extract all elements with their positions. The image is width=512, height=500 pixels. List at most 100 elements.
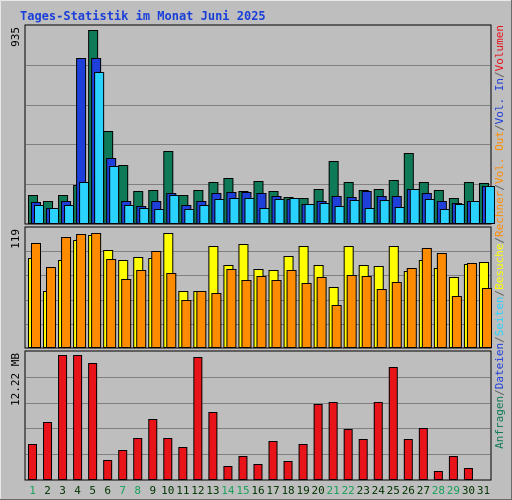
bar-requests-seiten-day-20 <box>319 203 330 224</box>
x-tick-label-day-13: 13 <box>206 484 219 497</box>
bar-requests-seiten-day-24 <box>379 200 390 224</box>
bar-visits-rechner-day-14 <box>226 269 237 348</box>
bar-volume-volumen-day-30 <box>463 468 473 480</box>
chart-title: Tages-Statistik im Monat Juni 2025 <box>20 9 266 23</box>
bar-visits-rechner-day-3 <box>61 237 72 348</box>
x-tick-label-day-2: 2 <box>44 484 51 497</box>
bar-visits-rechner-day-11 <box>181 300 192 348</box>
bar-volume-volumen-day-6 <box>103 460 113 480</box>
bar-visits-rechner-day-12 <box>196 291 207 348</box>
bar-volume-volumen-day-23 <box>358 439 368 480</box>
bar-visits-rechner-day-28 <box>436 253 447 348</box>
x-tick-label-day-15: 15 <box>236 484 249 497</box>
bar-requests-seiten-day-6 <box>109 166 120 224</box>
bar-visits-rechner-day-13 <box>211 293 222 348</box>
bar-volume-volumen-day-17 <box>268 441 278 480</box>
bar-volume-volumen-day-11 <box>178 447 188 480</box>
bar-volume-volumen-day-9 <box>148 419 158 480</box>
bar-volume-volumen-day-24 <box>373 402 383 480</box>
bar-visits-rechner-day-9 <box>151 251 162 348</box>
bar-volume-volumen-day-1 <box>28 444 37 480</box>
x-tick-label-day-4: 4 <box>74 484 81 497</box>
bar-volume-volumen-day-20 <box>313 404 323 480</box>
x-tick-label-day-22: 22 <box>342 484 355 497</box>
bar-visits-rechner-day-2 <box>46 267 57 348</box>
bar-visits-rechner-day-23 <box>361 276 372 348</box>
bar-requests-seiten-day-13 <box>214 199 225 224</box>
bar-volume-volumen-day-15 <box>238 456 248 480</box>
bar-visits-rechner-day-29 <box>451 296 462 348</box>
bar-volume-volumen-day-7 <box>118 450 128 480</box>
bar-requests-seiten-day-14 <box>229 198 240 224</box>
bar-volume-volumen-day-2 <box>43 422 53 480</box>
x-tick-label-day-7: 7 <box>119 484 126 497</box>
bar-requests-seiten-day-18 <box>289 198 300 224</box>
x-tick-label-day-26: 26 <box>402 484 415 497</box>
bar-volume-volumen-day-4 <box>73 355 83 480</box>
bar-visits-rechner-day-7 <box>121 279 132 348</box>
x-tick-label-day-18: 18 <box>281 484 294 497</box>
vertical-legend: Anfragen/Dateien/Seiten/Besuche/Rechner/… <box>493 25 506 449</box>
bar-requests-seiten-day-21 <box>334 206 345 224</box>
bar-requests-seiten-day-26 <box>409 189 420 224</box>
x-tick-label-day-5: 5 <box>89 484 96 497</box>
legend-separator: / <box>493 71 506 78</box>
bar-volume-volumen-day-18 <box>283 461 293 480</box>
bar-requests-seiten-day-7 <box>124 205 135 224</box>
bar-volume-volumen-day-26 <box>403 439 413 480</box>
bar-requests-seiten-day-29 <box>454 204 465 224</box>
bar-volume-volumen-day-21 <box>328 402 338 480</box>
bar-volume-volumen-day-22 <box>343 429 353 480</box>
x-tick-label-day-17: 17 <box>266 484 279 497</box>
legend-entry-seiten: Seiten <box>493 297 506 337</box>
bar-requests-seiten-day-11 <box>184 209 195 224</box>
legend-separator: / <box>493 237 506 244</box>
bar-requests-seiten-day-19 <box>304 204 315 224</box>
bar-requests-seiten-day-17 <box>274 199 285 224</box>
bar-requests-seiten-day-25 <box>394 207 405 224</box>
bar-requests-seiten-day-1 <box>34 205 44 224</box>
bar-visits-rechner-day-27 <box>421 248 432 348</box>
legend-separator: / <box>493 389 506 396</box>
x-tick-label-day-30: 30 <box>462 484 475 497</box>
bar-volume-volumen-day-16 <box>253 464 263 480</box>
bar-requests-seiten-day-16 <box>259 208 270 224</box>
bar-visits-rechner-day-30 <box>466 263 477 348</box>
x-tick-label-day-27: 27 <box>417 484 430 497</box>
bar-volume-volumen-day-12 <box>193 357 203 480</box>
bar-visits-rechner-day-17 <box>271 280 282 348</box>
legend-separator: / <box>493 336 506 343</box>
bar-requests-seiten-day-27 <box>424 199 435 224</box>
bar-requests-seiten-day-22 <box>349 200 360 224</box>
bar-volume-volumen-day-27 <box>418 428 428 480</box>
bar-requests-seiten-day-2 <box>49 208 60 224</box>
legend-entry-vol-in: Vol. In <box>493 78 506 124</box>
x-tick-label-day-28: 28 <box>432 484 445 497</box>
bar-requests-seiten-day-12 <box>199 205 210 224</box>
x-tick-label-day-8: 8 <box>134 484 141 497</box>
bar-requests-seiten-day-15 <box>244 198 255 224</box>
bar-visits-rechner-day-31 <box>481 288 492 348</box>
x-tick-label-day-24: 24 <box>372 484 386 497</box>
bar-visits-rechner-day-26 <box>406 268 417 348</box>
bar-volume-volumen-day-3 <box>58 355 68 480</box>
x-tick-label-day-6: 6 <box>104 484 111 497</box>
legend-entry-dateien: Dateien <box>493 343 506 389</box>
bar-visits-rechner-day-25 <box>391 282 402 348</box>
bar-volume-volumen-day-19 <box>298 444 308 480</box>
bar-visits-rechner-day-10 <box>166 273 177 348</box>
x-tick-label-day-1: 1 <box>29 484 36 497</box>
bar-volume-volumen-day-28 <box>433 471 443 480</box>
bar-volume-volumen-day-14 <box>223 466 233 480</box>
bar-volume-volumen-day-8 <box>133 438 143 480</box>
bar-visits-rechner-day-8 <box>136 270 147 348</box>
x-tick-label-day-21: 21 <box>327 484 340 497</box>
bar-visits-rechner-day-21 <box>331 305 342 348</box>
x-tick-label-day-29: 29 <box>447 484 460 497</box>
x-tick-label-day-19: 19 <box>296 484 309 497</box>
x-tick-label-day-14: 14 <box>221 484 235 497</box>
legend-entry-anfragen: Anfragen <box>493 396 506 449</box>
bar-requests-seiten-day-28 <box>439 209 450 224</box>
